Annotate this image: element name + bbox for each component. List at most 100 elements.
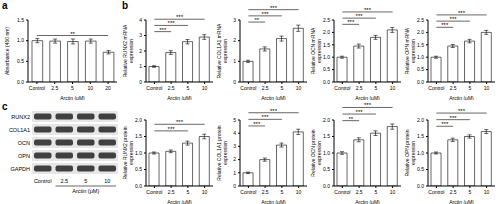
svg-text:OCN: OCN (18, 140, 30, 146)
svg-text:***: *** (450, 115, 458, 121)
svg-text:2.5: 2.5 (51, 85, 58, 91)
svg-text:1.5: 1.5 (323, 133, 330, 139)
svg-text:10: 10 (390, 85, 396, 91)
svg-text:5: 5 (280, 85, 283, 91)
svg-text:Arctin (μM): Arctin (μM) (167, 199, 192, 204)
svg-text:Arctin (μM): Arctin (μM) (72, 188, 99, 194)
svg-text:Arctin (μM): Arctin (μM) (167, 95, 192, 100)
svg-text:***: *** (253, 121, 261, 127)
svg-text:***: *** (168, 20, 176, 26)
svg-text:2: 2 (233, 156, 236, 162)
svg-text:***: *** (168, 126, 176, 132)
svg-text:0.5: 0.5 (417, 66, 424, 72)
svg-text:COL1A1: COL1A1 (9, 127, 30, 133)
svg-text:0.0: 0.0 (417, 183, 424, 189)
svg-text:5: 5 (233, 117, 236, 123)
svg-text:**: ** (70, 31, 75, 37)
svg-text:2: 2 (139, 48, 142, 54)
svg-text:Relative COL1A1 mRNAexpression: Relative COL1A1 mRNAexpression (216, 23, 228, 78)
svg-text:***: *** (262, 11, 270, 17)
svg-text:**: ** (348, 116, 353, 122)
svg-text:1.5: 1.5 (17, 17, 24, 23)
svg-text:10: 10 (484, 85, 490, 91)
svg-text:0.5: 0.5 (323, 166, 330, 172)
svg-text:10: 10 (296, 85, 302, 91)
svg-text:Arctin (μM): Arctin (μM) (449, 199, 474, 204)
svg-text:2.5: 2.5 (450, 189, 457, 195)
svg-text:2.5: 2.5 (262, 85, 269, 91)
svg-text:10: 10 (88, 85, 94, 91)
svg-text:***: *** (441, 22, 449, 28)
svg-text:0.5: 0.5 (323, 66, 330, 72)
svg-text:5: 5 (186, 85, 189, 91)
svg-text:***: *** (159, 27, 167, 33)
svg-text:Control: Control (240, 189, 256, 195)
svg-text:10: 10 (390, 189, 396, 195)
svg-text:Relative RUNX2 mRNAexpression: Relative RUNX2 mRNAexpression (122, 24, 134, 77)
svg-text:5: 5 (280, 189, 283, 195)
svg-text:1.0: 1.0 (417, 54, 424, 60)
svg-text:0.5: 0.5 (135, 166, 142, 172)
svg-text:***: *** (364, 102, 372, 108)
svg-text:20: 20 (105, 85, 111, 91)
svg-text:1: 1 (139, 63, 142, 69)
svg-text:2.5: 2.5 (417, 17, 424, 23)
svg-text:***: *** (176, 14, 184, 20)
svg-text:3: 3 (139, 32, 142, 38)
svg-text:2.5: 2.5 (450, 85, 457, 91)
svg-text:10: 10 (202, 85, 208, 91)
svg-text:***: *** (176, 119, 184, 125)
svg-text:0.0: 0.0 (323, 79, 330, 85)
svg-text:Arctin (μM): Arctin (μM) (355, 199, 380, 204)
svg-text:***: *** (356, 109, 364, 115)
svg-text:5: 5 (186, 189, 189, 195)
svg-text:1: 1 (233, 170, 236, 176)
svg-text:***: *** (450, 16, 458, 22)
svg-text:4: 4 (139, 17, 142, 23)
svg-text:***: *** (262, 114, 270, 120)
svg-text:1.5: 1.5 (323, 42, 330, 48)
svg-text:OPN: OPN (18, 153, 30, 159)
svg-text:3: 3 (233, 17, 236, 23)
svg-text:2: 2 (233, 37, 236, 43)
svg-text:***: *** (458, 10, 466, 16)
svg-text:Relative OPN mRNAexpression: Relative OPN mRNAexpression (404, 27, 416, 74)
svg-text:Control: Control (34, 178, 52, 184)
svg-text:0.0: 0.0 (323, 183, 330, 189)
svg-text:Arctin (μM): Arctin (μM) (355, 95, 380, 100)
svg-text:Arctin (μM): Arctin (μM) (60, 95, 85, 100)
svg-text:5: 5 (71, 85, 74, 91)
svg-text:Arctin (μM): Arctin (μM) (261, 199, 286, 204)
svg-text:2.0: 2.0 (135, 117, 142, 123)
svg-text:10: 10 (296, 189, 302, 195)
svg-text:10: 10 (484, 189, 490, 195)
svg-text:0.5: 0.5 (417, 166, 424, 172)
svg-text:***: *** (441, 121, 449, 127)
svg-text:0: 0 (139, 79, 142, 85)
svg-text:1.0: 1.0 (417, 150, 424, 156)
svg-text:1.0: 1.0 (17, 37, 24, 43)
svg-text:10: 10 (104, 178, 110, 184)
svg-text:***: *** (270, 5, 278, 11)
svg-text:1.0: 1.0 (323, 54, 330, 60)
svg-text:2.0: 2.0 (323, 117, 330, 123)
svg-text:2.5: 2.5 (168, 85, 175, 91)
svg-text:**: ** (254, 17, 259, 23)
svg-text:***: *** (270, 108, 278, 114)
svg-text:2.5: 2.5 (356, 189, 363, 195)
svg-text:Control: Control (428, 85, 444, 91)
svg-text:1.0: 1.0 (135, 150, 142, 156)
svg-text:Control: Control (146, 189, 162, 195)
svg-text:5: 5 (374, 189, 377, 195)
svg-text:5: 5 (468, 85, 471, 91)
svg-text:5: 5 (374, 85, 377, 91)
svg-text:1.5: 1.5 (417, 133, 424, 139)
svg-text:2.0: 2.0 (417, 117, 424, 123)
svg-text:GAPDH: GAPDH (10, 166, 30, 172)
svg-text:2.0: 2.0 (417, 29, 424, 35)
svg-text:1.5: 1.5 (135, 133, 142, 139)
svg-text:Arctin (μM): Arctin (μM) (261, 95, 286, 100)
svg-text:1: 1 (233, 58, 236, 64)
svg-text:2.0: 2.0 (323, 29, 330, 35)
svg-text:2.5: 2.5 (60, 178, 68, 184)
